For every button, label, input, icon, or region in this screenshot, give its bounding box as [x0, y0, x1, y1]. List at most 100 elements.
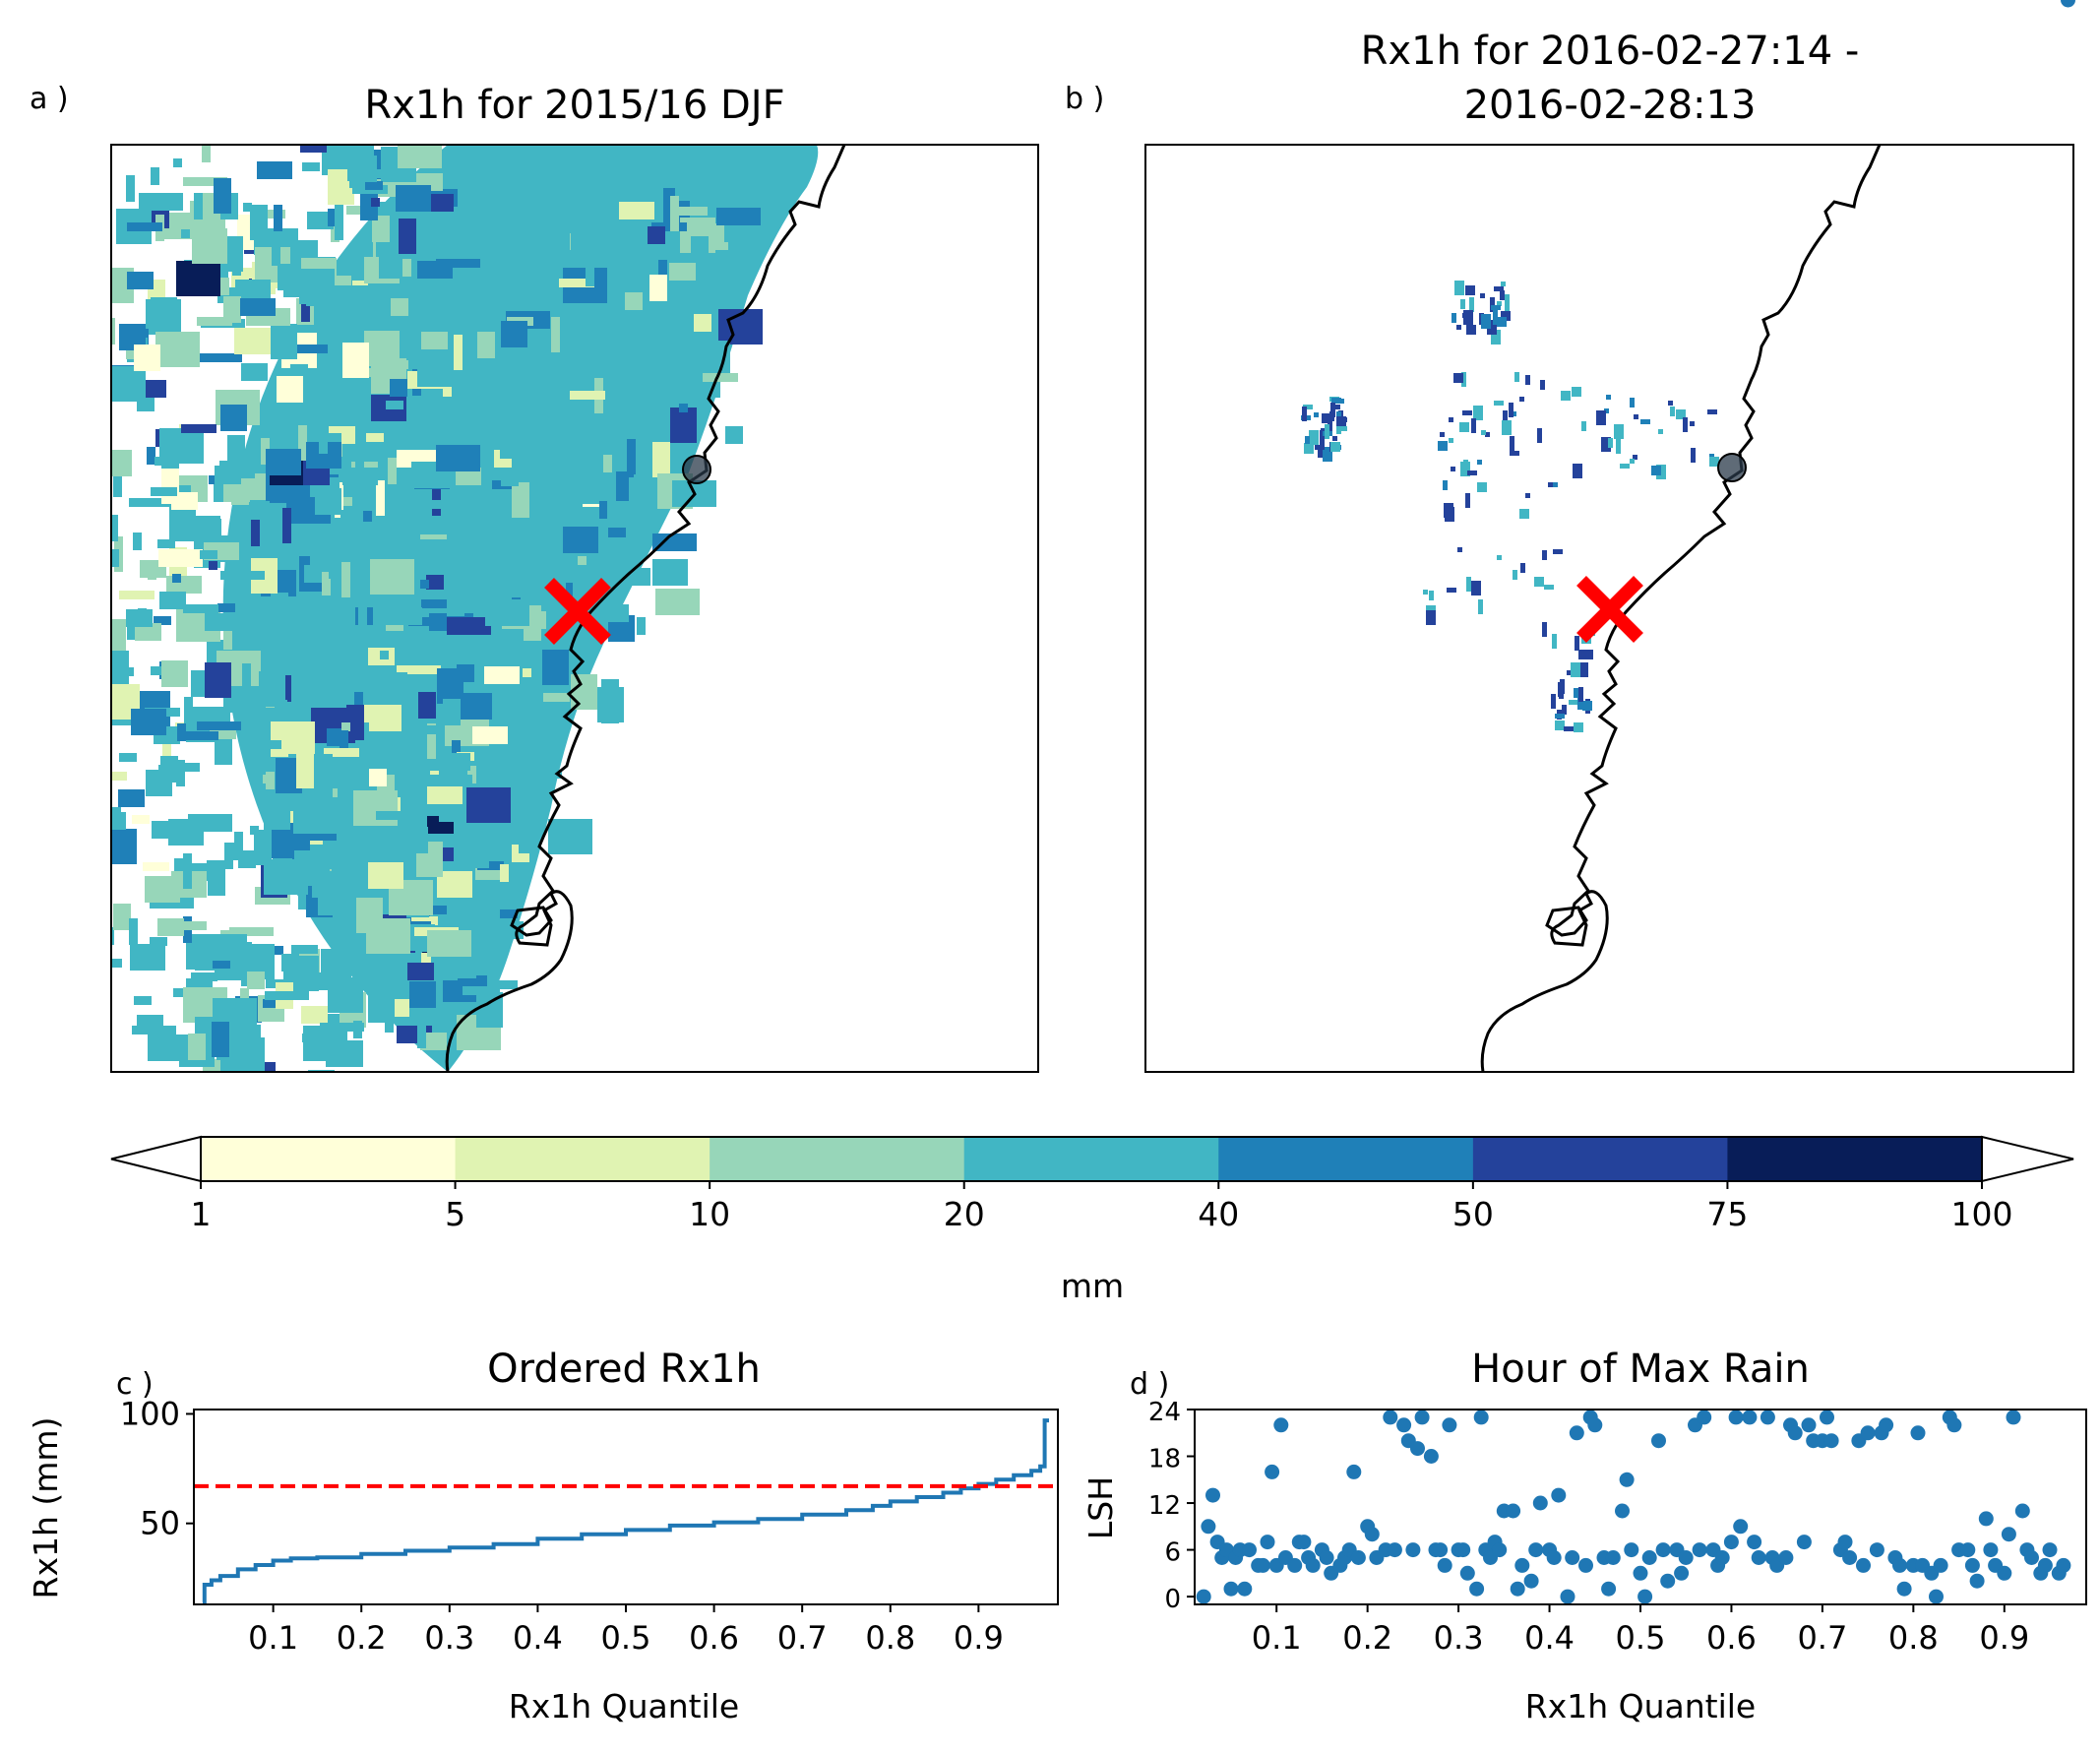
rain-cell: [31, 913, 76, 931]
rain-cell: [346, 705, 364, 740]
rain-cell: [1510, 451, 1519, 456]
scatter-point: [1459, 1565, 1475, 1581]
rain-cell: [649, 275, 667, 301]
scatter-point: [1560, 1589, 1575, 1604]
rain-cell: [319, 436, 328, 454]
rain-cell: [1564, 726, 1574, 731]
y-tick-label: 100: [120, 1395, 180, 1432]
scatter-point: [1641, 1550, 1657, 1565]
rain-cell: [346, 206, 364, 215]
rain-cell: [147, 447, 155, 465]
rain-cell: [91, 508, 108, 534]
rain-cell: [603, 423, 621, 432]
rain-cell: [1578, 650, 1588, 659]
rain-cell: [129, 918, 138, 945]
rain-cell: [195, 1017, 213, 1034]
rain-cell: [111, 772, 127, 781]
rain-cell: [0, 335, 32, 352]
rain-cell: [271, 324, 297, 359]
rain-cell: [0, 711, 18, 728]
rain-cell: [151, 487, 177, 496]
rain-cell: [477, 861, 504, 870]
rain-cell: [88, 709, 96, 744]
rain-cell: [63, 263, 81, 272]
x-tick-label: 0.6: [689, 1619, 739, 1657]
rain-cell: [177, 723, 186, 741]
scatter-point: [1660, 1573, 1676, 1589]
rain-cell: [1423, 590, 1428, 595]
rain-cell: [512, 482, 529, 518]
scatter-point: [1287, 1557, 1303, 1573]
rain-cell: [272, 230, 280, 266]
rain-cell: [44, 312, 71, 339]
rain-cell: [270, 485, 305, 503]
rain-cell: [420, 59, 429, 86]
rain-cell: [439, 813, 457, 822]
scatter-point: [1569, 1425, 1584, 1441]
rain-cell: [336, 1071, 371, 1072]
rain-cell: [399, 219, 416, 254]
rain-cell: [134, 996, 152, 1005]
scatter-point: [1410, 1441, 1425, 1457]
rain-cell: [177, 122, 195, 131]
scatter-point: [1728, 1410, 1744, 1425]
scatter-point: [1442, 1417, 1457, 1433]
colorbar-bin: [710, 1137, 965, 1181]
rain-cell: [1320, 430, 1325, 445]
rain-cell: [212, 1022, 229, 1057]
rain-cell: [113, 462, 122, 497]
colorbar-bin: [201, 1137, 457, 1181]
chart-c-title: Ordered Rx1h: [487, 1347, 761, 1392]
rain-cell: [350, 522, 395, 539]
rain-cell: [564, 455, 590, 464]
scatter-point: [2001, 1527, 2016, 1542]
rain-cell: [321, 949, 356, 975]
rain-cell: [305, 394, 340, 403]
rain-cell: [353, 1021, 362, 1038]
rain-cell: [409, 38, 436, 74]
rain-cell: [700, 345, 726, 362]
rain-cell: [0, 366, 3, 393]
rain-cell: [264, 740, 281, 749]
colorbar-tick-label: 75: [1706, 1195, 1748, 1233]
rain-cell: [371, 198, 380, 207]
rain-cell: [207, 1078, 216, 1096]
colorbar-tick-label: 50: [1452, 1195, 1494, 1233]
rain-cell: [188, 1034, 206, 1060]
rain-cell: [402, 259, 411, 277]
inlet-a: [510, 906, 553, 937]
rain-cell: [1453, 373, 1463, 383]
chart-d-title: Hour of Max Rain: [1471, 1347, 1810, 1392]
rain-cell: [606, 593, 615, 601]
rain-cell: [171, 492, 198, 510]
rain-cell: [1460, 299, 1465, 309]
rain-cell: [398, 145, 442, 168]
rain-cell: [376, 811, 411, 820]
rain-cell: [1544, 585, 1554, 590]
rain-cell: [1440, 432, 1445, 437]
scatter-point: [1946, 1417, 1962, 1433]
scatter-point: [1396, 1417, 1412, 1433]
rain-cell: [275, 946, 283, 955]
scatter-point: [1723, 1535, 1739, 1550]
scatter-point: [2061, 0, 2075, 8]
rain-cell: [60, 756, 95, 791]
rain-cell: [501, 162, 545, 180]
panel-a: a ) Rx1h for 2015/16 DJF: [0, 38, 1039, 1096]
scatter-point: [1423, 1449, 1439, 1464]
x-tick-label: 0.4: [1524, 1619, 1575, 1657]
rain-cell: [447, 760, 456, 786]
rain-cell: [457, 292, 483, 328]
rain-cell: [372, 216, 390, 242]
rain-cell: [183, 853, 192, 889]
rain-cell: [1558, 682, 1563, 697]
rain-cell: [103, 1075, 130, 1084]
rain-cell: [111, 959, 122, 968]
scatter-point: [1619, 1472, 1635, 1487]
rain-cell: [1477, 482, 1487, 492]
rain-cell: [523, 668, 531, 677]
rain-cell: [1491, 305, 1501, 310]
rain-cell: [1633, 455, 1637, 460]
rain-cell: [1459, 422, 1469, 432]
rain-cell: [525, 694, 533, 703]
